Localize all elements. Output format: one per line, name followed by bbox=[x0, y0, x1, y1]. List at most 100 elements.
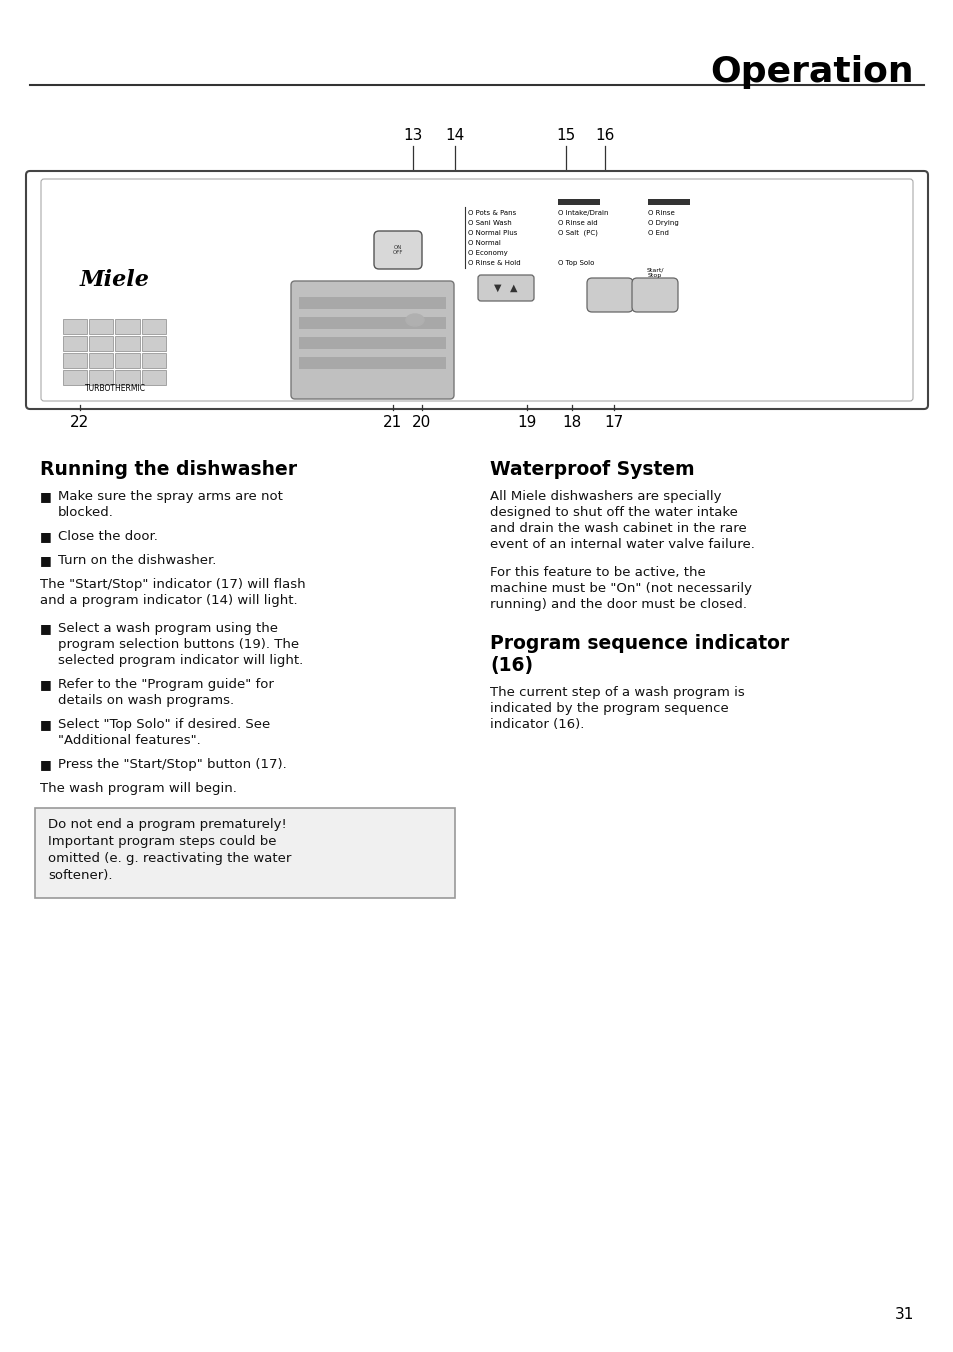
Text: O Economy: O Economy bbox=[468, 250, 507, 256]
Text: ▲: ▲ bbox=[510, 283, 517, 293]
FancyBboxPatch shape bbox=[477, 274, 534, 301]
Text: ■: ■ bbox=[40, 554, 51, 566]
Text: O Normal Plus: O Normal Plus bbox=[468, 230, 517, 237]
Text: O Pots & Pans: O Pots & Pans bbox=[468, 210, 516, 216]
Text: The current step of a wash program is: The current step of a wash program is bbox=[490, 685, 744, 699]
Text: (16): (16) bbox=[490, 656, 533, 675]
Text: Program sequence indicator: Program sequence indicator bbox=[490, 634, 788, 653]
FancyBboxPatch shape bbox=[586, 279, 633, 312]
Bar bbox=[647, 199, 689, 206]
Bar bbox=[298, 316, 446, 329]
Ellipse shape bbox=[406, 314, 423, 326]
Bar bbox=[142, 370, 166, 385]
Bar bbox=[115, 337, 139, 352]
Text: "Additional features".: "Additional features". bbox=[58, 734, 200, 748]
Text: Refer to the "Program guide" for: Refer to the "Program guide" for bbox=[58, 677, 274, 691]
Bar bbox=[298, 297, 446, 310]
Text: ■: ■ bbox=[40, 530, 51, 544]
Text: O Salt  (PC): O Salt (PC) bbox=[558, 230, 598, 237]
Text: 20: 20 bbox=[412, 415, 431, 430]
Text: O Rinse aid: O Rinse aid bbox=[558, 220, 597, 226]
Text: Do not end a program prematurely!: Do not end a program prematurely! bbox=[48, 818, 287, 831]
Text: O Drying: O Drying bbox=[647, 220, 678, 226]
Text: ▼: ▼ bbox=[494, 283, 501, 293]
Text: O Intake/Drain: O Intake/Drain bbox=[558, 210, 608, 216]
Text: 16: 16 bbox=[595, 128, 614, 143]
Text: event of an internal water valve failure.: event of an internal water valve failure… bbox=[490, 538, 754, 552]
Text: ■: ■ bbox=[40, 489, 51, 503]
Text: For this feature to be active, the: For this feature to be active, the bbox=[490, 566, 705, 579]
Text: designed to shut off the water intake: designed to shut off the water intake bbox=[490, 506, 737, 519]
Bar bbox=[115, 319, 139, 334]
Text: O Normal: O Normal bbox=[468, 241, 500, 246]
Bar bbox=[63, 319, 87, 334]
Text: 14: 14 bbox=[445, 128, 464, 143]
Text: The wash program will begin.: The wash program will begin. bbox=[40, 781, 236, 795]
Bar bbox=[142, 319, 166, 334]
FancyBboxPatch shape bbox=[631, 279, 678, 312]
Text: ON
OFF: ON OFF bbox=[393, 245, 403, 256]
Text: machine must be "On" (not necessarily: machine must be "On" (not necessarily bbox=[490, 581, 751, 595]
Text: O End: O End bbox=[647, 230, 668, 237]
Text: running) and the door must be closed.: running) and the door must be closed. bbox=[490, 598, 746, 611]
Text: 22: 22 bbox=[71, 415, 90, 430]
Text: Running the dishwasher: Running the dishwasher bbox=[40, 460, 296, 479]
Text: 15: 15 bbox=[556, 128, 575, 143]
Bar bbox=[90, 337, 113, 352]
Text: blocked.: blocked. bbox=[58, 506, 113, 519]
Text: Make sure the spray arms are not: Make sure the spray arms are not bbox=[58, 489, 283, 503]
Bar bbox=[63, 337, 87, 352]
Text: Select "Top Solo" if desired. See: Select "Top Solo" if desired. See bbox=[58, 718, 270, 731]
Text: indicator (16).: indicator (16). bbox=[490, 718, 584, 731]
Text: Operation: Operation bbox=[710, 55, 913, 89]
FancyBboxPatch shape bbox=[26, 170, 927, 410]
Text: 17: 17 bbox=[604, 415, 623, 430]
Text: The "Start/Stop" indicator (17) will flash: The "Start/Stop" indicator (17) will fla… bbox=[40, 579, 305, 591]
Text: Miele: Miele bbox=[80, 269, 150, 291]
Text: O Top Solo: O Top Solo bbox=[558, 260, 594, 266]
Text: softener).: softener). bbox=[48, 869, 112, 882]
FancyBboxPatch shape bbox=[374, 231, 421, 269]
Bar bbox=[115, 353, 139, 368]
Text: Close the door.: Close the door. bbox=[58, 530, 157, 544]
Bar bbox=[63, 370, 87, 385]
Text: O Rinse & Hold: O Rinse & Hold bbox=[468, 260, 520, 266]
Text: All Miele dishwashers are specially: All Miele dishwashers are specially bbox=[490, 489, 720, 503]
Text: ■: ■ bbox=[40, 677, 51, 691]
Bar bbox=[90, 370, 113, 385]
Bar bbox=[298, 357, 446, 369]
Text: program selection buttons (19). The: program selection buttons (19). The bbox=[58, 638, 299, 652]
FancyBboxPatch shape bbox=[291, 281, 454, 399]
Bar bbox=[63, 353, 87, 368]
Text: 13: 13 bbox=[403, 128, 422, 143]
Bar bbox=[90, 353, 113, 368]
Bar bbox=[90, 319, 113, 334]
Text: O Rinse: O Rinse bbox=[647, 210, 674, 216]
Text: Select a wash program using the: Select a wash program using the bbox=[58, 622, 277, 635]
FancyBboxPatch shape bbox=[35, 808, 455, 898]
Text: indicated by the program sequence: indicated by the program sequence bbox=[490, 702, 728, 715]
Text: O Sani Wash: O Sani Wash bbox=[468, 220, 511, 226]
Text: ■: ■ bbox=[40, 718, 51, 731]
Text: 18: 18 bbox=[561, 415, 581, 430]
Text: Start/
Stop: Start/ Stop bbox=[645, 268, 663, 279]
Text: Important program steps could be: Important program steps could be bbox=[48, 836, 276, 848]
Text: Press the "Start/Stop" button (17).: Press the "Start/Stop" button (17). bbox=[58, 758, 287, 771]
Bar bbox=[558, 199, 599, 206]
Text: ■: ■ bbox=[40, 622, 51, 635]
Text: TURBOTHERMIC: TURBOTHERMIC bbox=[85, 384, 146, 393]
Bar bbox=[115, 370, 139, 385]
Text: 19: 19 bbox=[517, 415, 537, 430]
Text: 21: 21 bbox=[383, 415, 402, 430]
Text: selected program indicator will light.: selected program indicator will light. bbox=[58, 654, 303, 667]
Bar bbox=[142, 337, 166, 352]
Text: Turn on the dishwasher.: Turn on the dishwasher. bbox=[58, 554, 216, 566]
Text: details on wash programs.: details on wash programs. bbox=[58, 694, 233, 707]
Bar bbox=[142, 353, 166, 368]
Text: and drain the wash cabinet in the rare: and drain the wash cabinet in the rare bbox=[490, 522, 746, 535]
Text: ■: ■ bbox=[40, 758, 51, 771]
Bar bbox=[298, 337, 446, 349]
Text: 31: 31 bbox=[894, 1307, 913, 1322]
Text: and a program indicator (14) will light.: and a program indicator (14) will light. bbox=[40, 594, 297, 607]
Text: Waterproof System: Waterproof System bbox=[490, 460, 694, 479]
